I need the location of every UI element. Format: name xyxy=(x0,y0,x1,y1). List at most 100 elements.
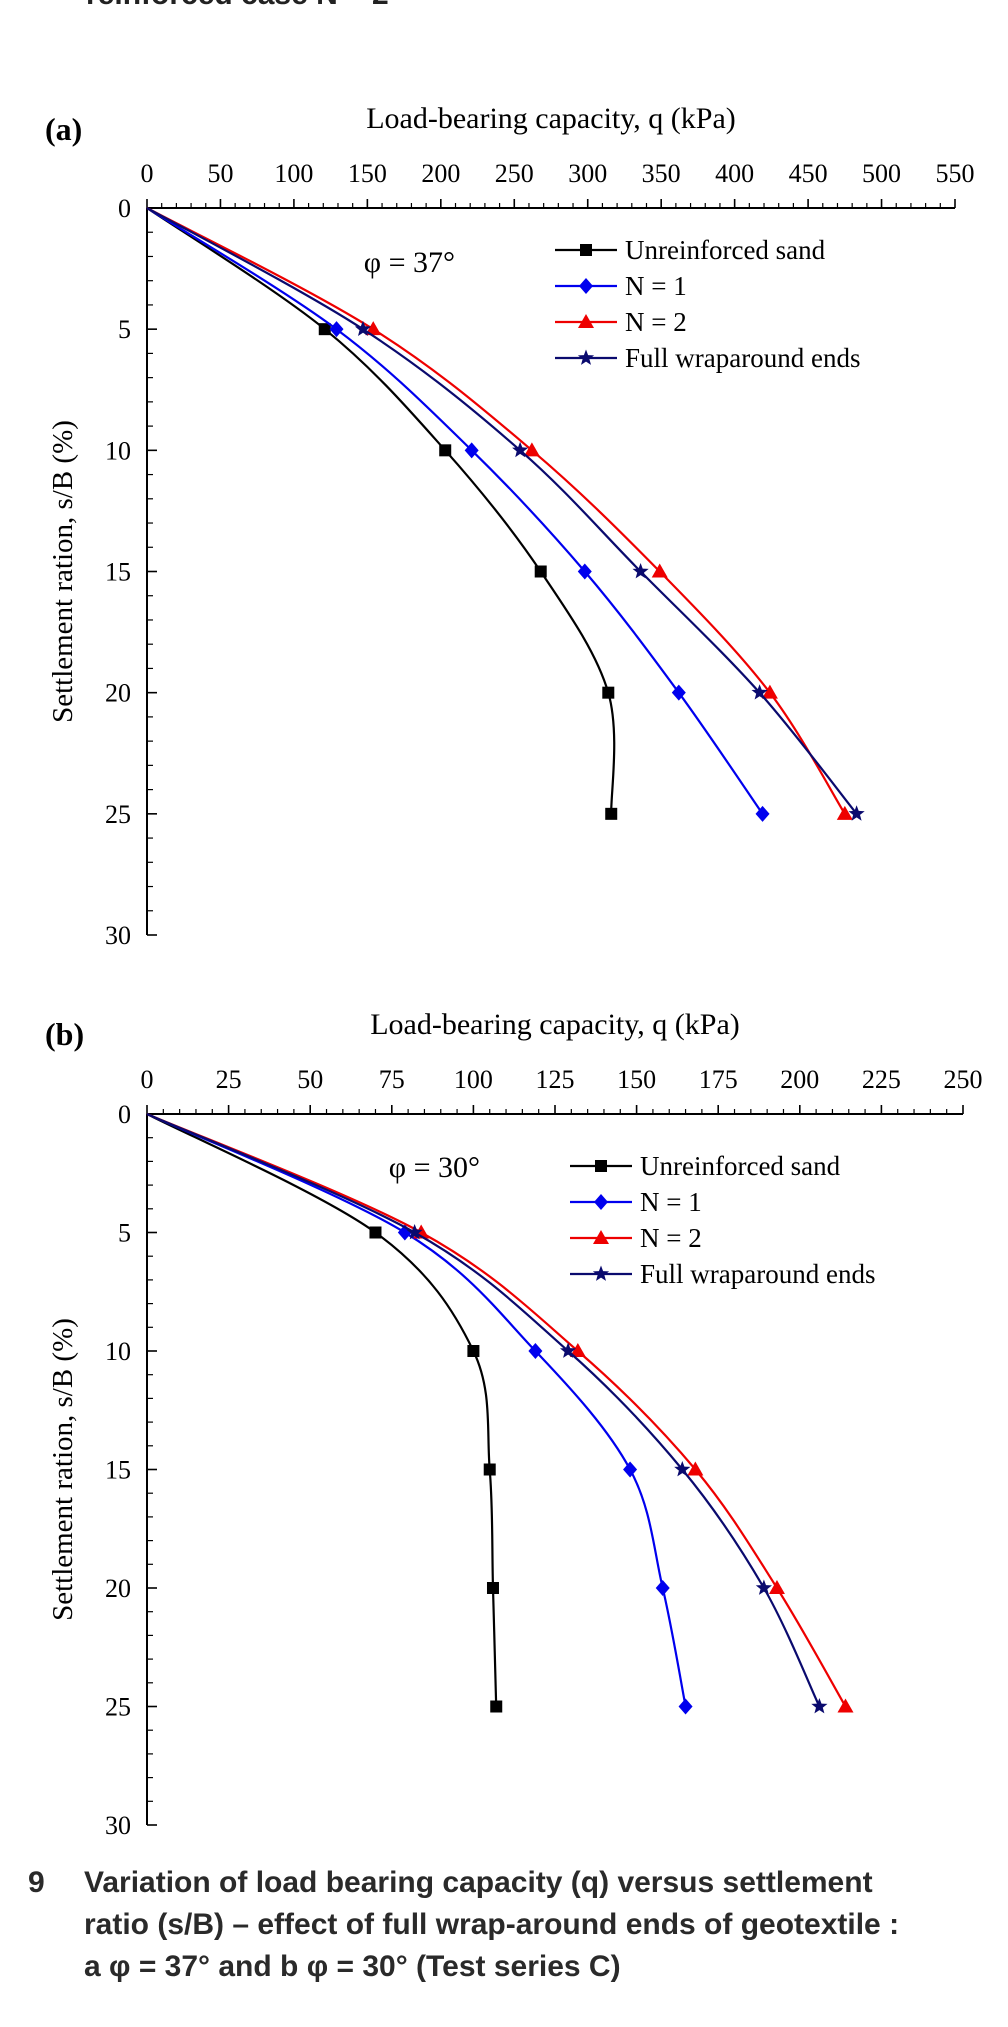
series-n-1 xyxy=(146,1113,693,1715)
y-tick-label: 5 xyxy=(118,315,131,344)
legend-marker xyxy=(593,1230,609,1244)
legend-marker xyxy=(594,1194,608,1210)
x-tick-label: 225 xyxy=(862,1065,901,1094)
legend-label: Full wraparound ends xyxy=(625,343,860,373)
legend: Unreinforced sand N = 1 N = 2 Full wraparou… xyxy=(570,1151,875,1289)
legend-label: Unreinforced sand xyxy=(640,1151,841,1181)
caption-line-3: a φ = 37° and b φ = 30° (Test series C) xyxy=(84,1950,621,1983)
data-point xyxy=(490,1700,503,1713)
x-tick-label: 250 xyxy=(944,1065,983,1094)
data-point xyxy=(623,1461,638,1478)
data-point xyxy=(632,563,649,579)
data-point xyxy=(528,1343,543,1359)
series-unreinforced-sand xyxy=(146,207,618,820)
series-line xyxy=(146,1112,847,1708)
y-tick-label: 0 xyxy=(118,194,131,223)
x-axis-title: Load-bearing capacity, q (kPa) xyxy=(370,1008,740,1041)
x-tick-label: 100 xyxy=(274,159,313,188)
series-unreinforced-sand xyxy=(146,1113,503,1713)
legend-label: N = 1 xyxy=(640,1187,702,1217)
legend-label: Unreinforced sand xyxy=(625,235,826,265)
series-n-2 xyxy=(146,1112,854,1713)
x-tick-label: 150 xyxy=(617,1065,656,1094)
cropped-top-text: reinforced case N = 2 xyxy=(86,0,389,12)
data-point xyxy=(483,1463,496,1476)
series-n-1 xyxy=(146,207,770,822)
series-line xyxy=(146,207,616,814)
data-point xyxy=(674,1461,691,1477)
x-axis-title: Load-bearing capacity, q (kPa) xyxy=(366,102,736,135)
data-point xyxy=(365,321,382,336)
data-point xyxy=(678,1698,693,1715)
x-tick-label: 25 xyxy=(216,1065,242,1094)
caption-line-2: ratio (s/B) – effect of full wrap-around… xyxy=(84,1908,900,1941)
chart-panel-a: (a) Load-bearing capacity, q (kPa) Settlem… xyxy=(45,102,975,950)
y-tick-label: 0 xyxy=(118,1100,131,1129)
legend: Unreinforced sand N = 1 N = 2 Full wraparou… xyxy=(555,235,860,373)
data-point xyxy=(369,1226,382,1239)
data-point xyxy=(751,684,768,700)
chart-panel-b: (b) Load-bearing capacity, q (kPa) Settlem… xyxy=(45,1008,983,1840)
y-axis-title: Settlement ration, s/B (%) xyxy=(47,420,79,723)
x-tick-label: 150 xyxy=(348,159,387,188)
series-line xyxy=(146,207,764,815)
x-tick-label: 200 xyxy=(421,159,460,188)
y-tick-label: 20 xyxy=(105,679,131,708)
series-full-wraparound-ends xyxy=(146,207,865,821)
data-point xyxy=(755,1579,772,1595)
data-point xyxy=(755,805,770,822)
data-point xyxy=(651,563,668,578)
x-tick-label: 0 xyxy=(141,159,154,188)
data-point xyxy=(318,323,331,336)
series-line xyxy=(146,1113,498,1707)
caption-text: Variation of load bearing capacity (q) v… xyxy=(84,1862,994,1988)
legend-marker xyxy=(580,244,592,256)
data-point xyxy=(439,444,452,457)
x-tick-label: 100 xyxy=(454,1065,493,1094)
series-full-wraparound-ends xyxy=(146,1112,828,1714)
phi-annotation: φ = 30° xyxy=(389,1151,480,1184)
x-tick-label: 200 xyxy=(780,1065,819,1094)
x-tick-label: 450 xyxy=(789,159,828,188)
y-tick-label: 30 xyxy=(105,1811,131,1840)
x-tick-label: 400 xyxy=(715,159,754,188)
caption-line-1: Variation of load bearing capacity (q) v… xyxy=(84,1866,873,1899)
y-tick-label: 20 xyxy=(105,1574,131,1603)
y-tick-label: 25 xyxy=(105,1693,131,1722)
x-tick-label: 75 xyxy=(379,1065,405,1094)
x-tick-label: 550 xyxy=(936,159,975,188)
y-axis-title: Settlement ration, s/B (%) xyxy=(47,1318,79,1621)
data-point xyxy=(671,684,686,701)
legend-label: N = 1 xyxy=(625,271,687,301)
panel-label: (a) xyxy=(45,111,82,147)
y-tick-label: 10 xyxy=(105,436,131,465)
y-tick-label: 15 xyxy=(105,558,131,587)
x-tick-label: 175 xyxy=(699,1065,738,1094)
data-point xyxy=(605,807,618,820)
data-point xyxy=(406,1224,423,1240)
x-tick-label: 300 xyxy=(568,159,607,188)
legend-marker xyxy=(579,278,593,294)
x-tick-label: 0 xyxy=(141,1065,154,1094)
data-point xyxy=(354,320,371,336)
panel-label: (b) xyxy=(45,1016,84,1052)
series-n-2 xyxy=(146,207,853,820)
data-point xyxy=(523,442,540,457)
legend-marker xyxy=(577,349,595,365)
y-tick-label: 25 xyxy=(105,800,131,829)
data-point xyxy=(329,321,344,338)
x-tick-label: 50 xyxy=(297,1065,323,1094)
data-point xyxy=(602,686,615,699)
y-tick-label: 5 xyxy=(118,1219,131,1248)
data-point xyxy=(836,805,853,820)
data-point xyxy=(464,442,479,459)
legend-label: N = 2 xyxy=(625,307,687,337)
data-point xyxy=(569,1343,586,1357)
data-point xyxy=(687,1461,704,1476)
data-point xyxy=(655,1580,670,1596)
data-point xyxy=(848,805,865,821)
phi-annotation: φ = 37° xyxy=(364,246,455,279)
data-point xyxy=(577,563,592,580)
data-point xyxy=(768,1580,785,1594)
